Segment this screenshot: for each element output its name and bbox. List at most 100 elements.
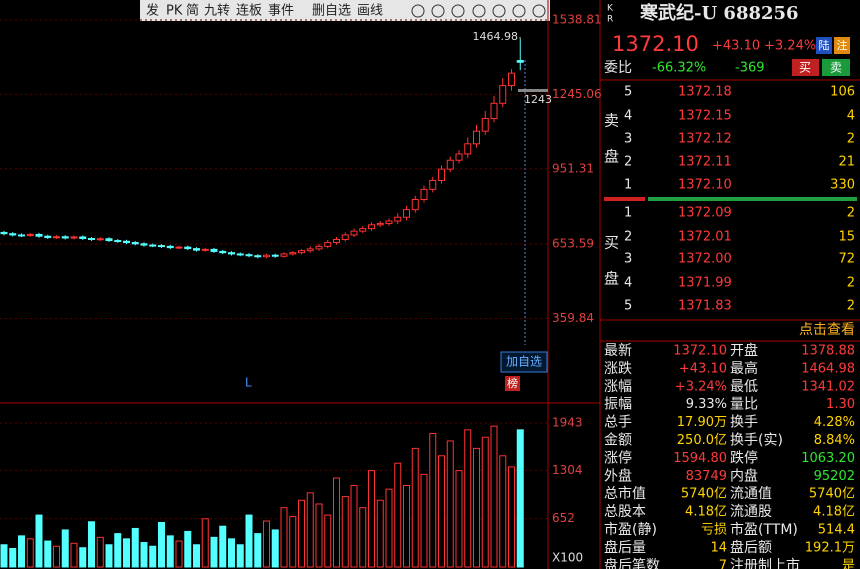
stat-label: 市盈(静): [604, 521, 657, 538]
volume-bar: [18, 535, 25, 568]
candle-body: [473, 130, 480, 145]
last-price: 1372.10: [612, 32, 699, 56]
side-label: 盘: [604, 270, 619, 288]
volume-bar: [499, 455, 507, 568]
toolbar-button[interactable]: 画线: [357, 4, 383, 19]
candle-body: [166, 245, 174, 249]
order-volume: 2: [847, 299, 855, 314]
volume-bar: [394, 462, 402, 568]
candle-body: [61, 236, 69, 239]
price-tag: 1243: [524, 93, 552, 106]
side-label: 买: [604, 234, 619, 252]
volume-bar: [438, 455, 445, 568]
ratio-diff: -369: [735, 61, 765, 76]
stat-label: 最新: [604, 343, 632, 359]
volume-bar: [350, 484, 358, 568]
sell-button-box: [822, 59, 850, 76]
stat-label: 总手: [604, 415, 632, 431]
stat-label: 市盈(TTM): [730, 521, 798, 538]
volume-bar: [420, 473, 428, 568]
volume-bar: [140, 542, 148, 568]
more-link[interactable]: 点击查看: [799, 322, 855, 338]
toolbar-icons: [411, 4, 546, 18]
volume-bar: [455, 470, 463, 568]
volume-bar: [271, 529, 279, 568]
stat-value: 1378.88: [801, 344, 855, 359]
stat-label: 内盘: [730, 467, 758, 484]
volume-bar: [70, 542, 78, 568]
candle-body: [499, 85, 507, 104]
add-button[interactable]: 加自选: [506, 355, 542, 369]
candle-body: [88, 237, 95, 241]
y-tick-label: 1943: [552, 415, 583, 429]
candle-body: [289, 252, 297, 255]
candle-body: [96, 238, 104, 241]
level: 5: [624, 85, 632, 100]
stat-value: 1.30: [826, 397, 855, 412]
volume-bar: [79, 547, 87, 568]
volume-bar: [245, 514, 253, 568]
toolbar-button[interactable]: 简: [186, 3, 199, 19]
volume-bar: [411, 447, 419, 568]
volume-bar: [184, 530, 192, 568]
volume-bar: [114, 533, 122, 568]
stat-label: 总股本: [604, 504, 646, 520]
candle-body: [184, 246, 192, 250]
level: 4: [624, 276, 632, 291]
buy-button[interactable]: 买: [799, 61, 811, 75]
change: +43.10: [712, 39, 760, 54]
stat-label: 涨跌: [604, 361, 632, 377]
stat-value: 4.18亿: [685, 505, 727, 520]
toolbar-button[interactable]: 发: [146, 3, 159, 19]
volume-bar: [263, 520, 270, 568]
ratio-bar: [604, 197, 645, 201]
toolbar-button[interactable]: 九转: [204, 4, 230, 19]
candle-body: [280, 253, 288, 257]
stat-value: 192.1万: [805, 540, 855, 555]
candle-body: [306, 248, 314, 252]
volume-bar: [96, 536, 104, 568]
rank-badge: 榜: [507, 376, 518, 390]
badge-box: [816, 37, 832, 54]
toolbar-button[interactable]: 事件: [268, 4, 294, 19]
volume-bar: [298, 499, 305, 568]
candle-body: [508, 72, 515, 87]
high-label: 1464.98: [473, 30, 519, 43]
stat-value: 14: [710, 540, 727, 555]
volume-bar: [61, 529, 69, 568]
stat-value: 5740亿: [681, 487, 727, 502]
candle-body: [315, 245, 323, 250]
candle-body: [236, 253, 244, 256]
volume-bar: [254, 533, 262, 568]
toolbar-button[interactable]: 连板: [236, 3, 262, 19]
ratio-pct: -66.32%: [652, 61, 706, 76]
y-tick-label: 951.31: [552, 161, 594, 175]
y-tick-label: 653.59: [552, 237, 594, 251]
toolbar-button[interactable]: PK: [166, 4, 183, 19]
stat-value: 250.0亿: [677, 433, 727, 448]
stat-label: 注册制上市: [730, 557, 800, 569]
marker: L: [245, 376, 252, 390]
stat-label: 涨停: [604, 449, 632, 466]
volume-bar: [324, 514, 332, 568]
volume-bar: [210, 536, 218, 568]
candle-body: [254, 255, 262, 258]
stat-label: 盘后量: [604, 539, 646, 556]
stat-value: 4.18亿: [813, 505, 855, 520]
kr-label: K: [607, 4, 614, 14]
stat-value: 1464.98: [801, 361, 855, 376]
volume-bar: [481, 436, 489, 568]
candle-body: [376, 223, 384, 226]
stat-value: 1341.02: [801, 379, 855, 394]
stat-label: 量比: [730, 397, 758, 413]
volume-bar: [403, 484, 410, 568]
badge: 陆: [819, 38, 830, 52]
candle-body: [324, 242, 332, 247]
toolbar-button[interactable]: 删自选: [312, 4, 351, 19]
sell-button[interactable]: 卖: [830, 61, 842, 75]
order-price: 1371.83: [678, 299, 732, 314]
volume-bar: [26, 538, 34, 568]
candle-body: [149, 244, 157, 247]
candle-body: [411, 199, 419, 211]
